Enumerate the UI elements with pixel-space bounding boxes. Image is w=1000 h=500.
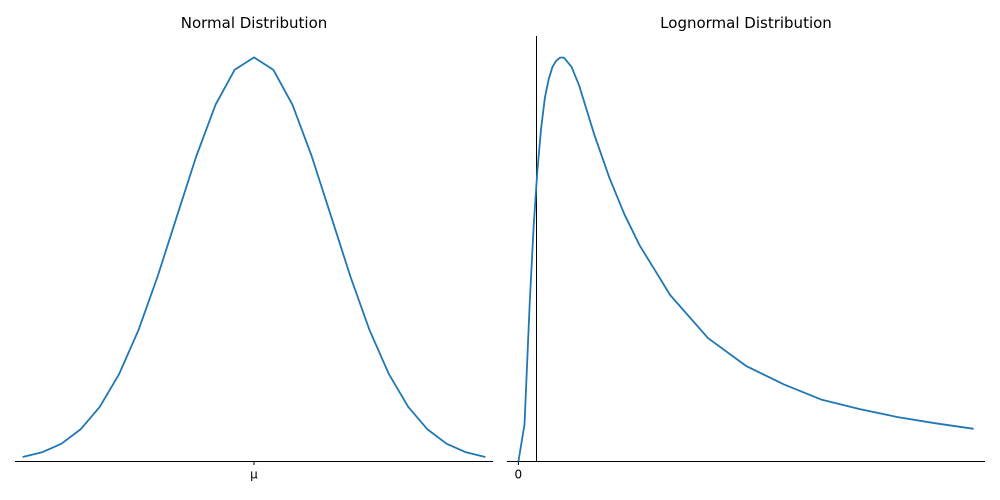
lognormal-distribution-panel: Lognormal Distribution 0 <box>507 14 985 482</box>
lognormal-curve <box>517 56 974 462</box>
normal-chart-title: Normal Distribution <box>181 14 328 32</box>
lognormal-chart-title: Lognormal Distribution <box>660 14 832 32</box>
lognormal-x-tick-label: 0 <box>515 468 523 482</box>
normal-curve <box>22 56 486 458</box>
normal-x-tick-label: μ <box>250 468 258 482</box>
normal-distribution-panel: Normal Distribution μ <box>15 14 493 482</box>
